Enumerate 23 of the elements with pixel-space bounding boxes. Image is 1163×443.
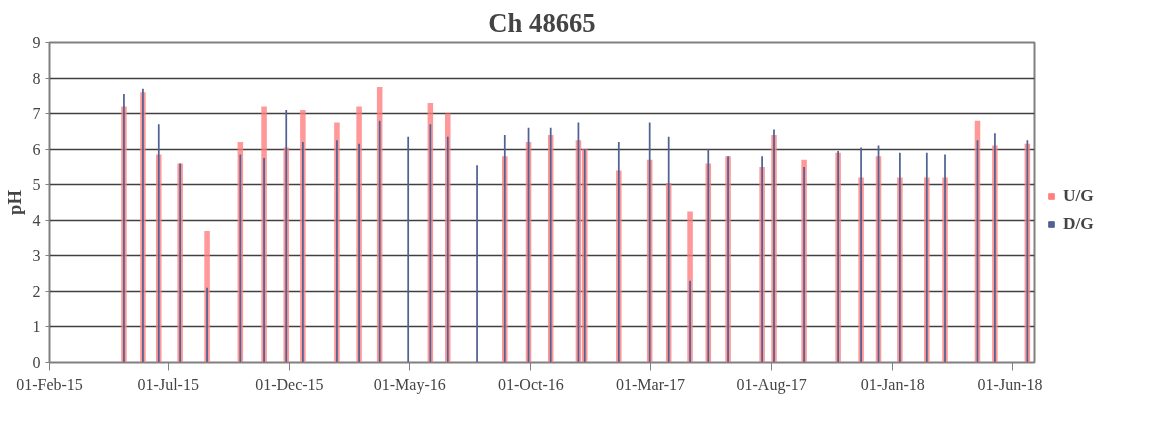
y-tick-label: 9 xyxy=(32,34,41,51)
y-axis-title: pH xyxy=(3,189,25,215)
x-tick-label: 01-Oct-16 xyxy=(498,375,564,393)
x-tick-label: 01-May-16 xyxy=(373,375,446,394)
x-tick-label: 01-Jun-18 xyxy=(977,375,1043,393)
x-tick-label: 01-Jan-18 xyxy=(860,375,925,393)
y-tick-label: 7 xyxy=(32,105,41,123)
y-tick-label: 5 xyxy=(32,176,41,194)
x-tick-label: 01-Jul-15 xyxy=(137,375,199,393)
chart-title: Ch 48665 xyxy=(488,7,596,38)
x-tick-label: 01-Mar-17 xyxy=(615,375,685,393)
x-tick-label: 01-Feb-15 xyxy=(16,375,83,393)
y-tick-label: 0 xyxy=(32,354,41,371)
y-tick-label: 6 xyxy=(32,140,41,158)
y-tick-label: 3 xyxy=(32,247,41,265)
y-tick-label: 2 xyxy=(32,282,41,300)
x-tick-label: 01-Dec-15 xyxy=(255,375,324,393)
y-tick-label: 1 xyxy=(32,318,41,336)
legend-label: D/G xyxy=(1063,213,1094,234)
legend-label: U/G xyxy=(1063,185,1094,206)
y-tick-label: 8 xyxy=(32,69,41,87)
y-tick-label: 4 xyxy=(32,211,41,229)
x-tick-label: 01-Aug-17 xyxy=(736,375,807,394)
